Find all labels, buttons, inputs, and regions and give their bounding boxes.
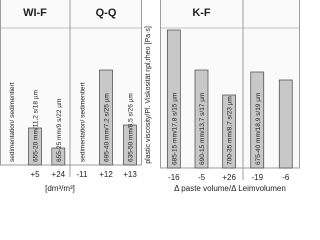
bar-label: 655-25 mm/9 s/22 µm [56, 99, 63, 162]
bar-label: sedimentation/ sedimentiert [9, 82, 16, 162]
x-axis-label: Δ paste volume/Δ Leimvolumen [174, 184, 286, 193]
figure: WI-F sedimentation/ sedimentiert +5 655-20 … [0, 0, 300, 193]
x-tick-label: +12 [99, 170, 113, 179]
bar-label: 690-15 mm/13,7 s/17 µm [199, 93, 206, 165]
bar [166, 29, 181, 169]
bar-label: 675-40 mm/18,9 s/19 µm [255, 93, 262, 165]
x-tick-label: +26 [222, 173, 236, 182]
x-tick-label: -5 [198, 173, 206, 182]
bar-label: 655-20 mm/11,2 s/18 µm [33, 90, 40, 162]
x-tick-label: +13 [123, 170, 137, 179]
bar [28, 127, 42, 166]
x-tick-label: +24 [52, 170, 66, 179]
x-axis-label: [dm³/m³] [45, 184, 75, 193]
bar [51, 147, 66, 166]
bar [278, 79, 293, 169]
bar [99, 69, 113, 166]
x-tick-label: -11 [77, 170, 89, 179]
plot-frame [0, 0, 142, 166]
x-tick-label: -16 [168, 173, 180, 182]
bar [194, 69, 209, 169]
x-tick-label: +5 [30, 170, 40, 179]
panel-title: K-F [192, 7, 211, 19]
bar [222, 94, 237, 169]
bar [123, 124, 137, 166]
bar-label: sedimentation/ sedimentiert [80, 82, 87, 162]
bar-label: 695-40 mm/7,2 s/25 µm [104, 93, 111, 162]
panel-title: Q-Q [96, 7, 117, 19]
x-tick-label: -19 [251, 173, 263, 182]
panel-title: WI-F [23, 7, 47, 19]
x-tick-label: -6 [282, 173, 290, 182]
bar [250, 71, 265, 169]
y-axis-label: plastic viscosity/Pl. Viskosität ηpl,rhe… [145, 26, 152, 164]
bar-label: 700-35 mm/8,7 s/23 µm [227, 96, 234, 165]
bar-label: 685-15 mm/17,8 s/15 µm [171, 93, 178, 165]
bar-label: 635-50 mm/8,5 s/26 µm [128, 93, 135, 162]
